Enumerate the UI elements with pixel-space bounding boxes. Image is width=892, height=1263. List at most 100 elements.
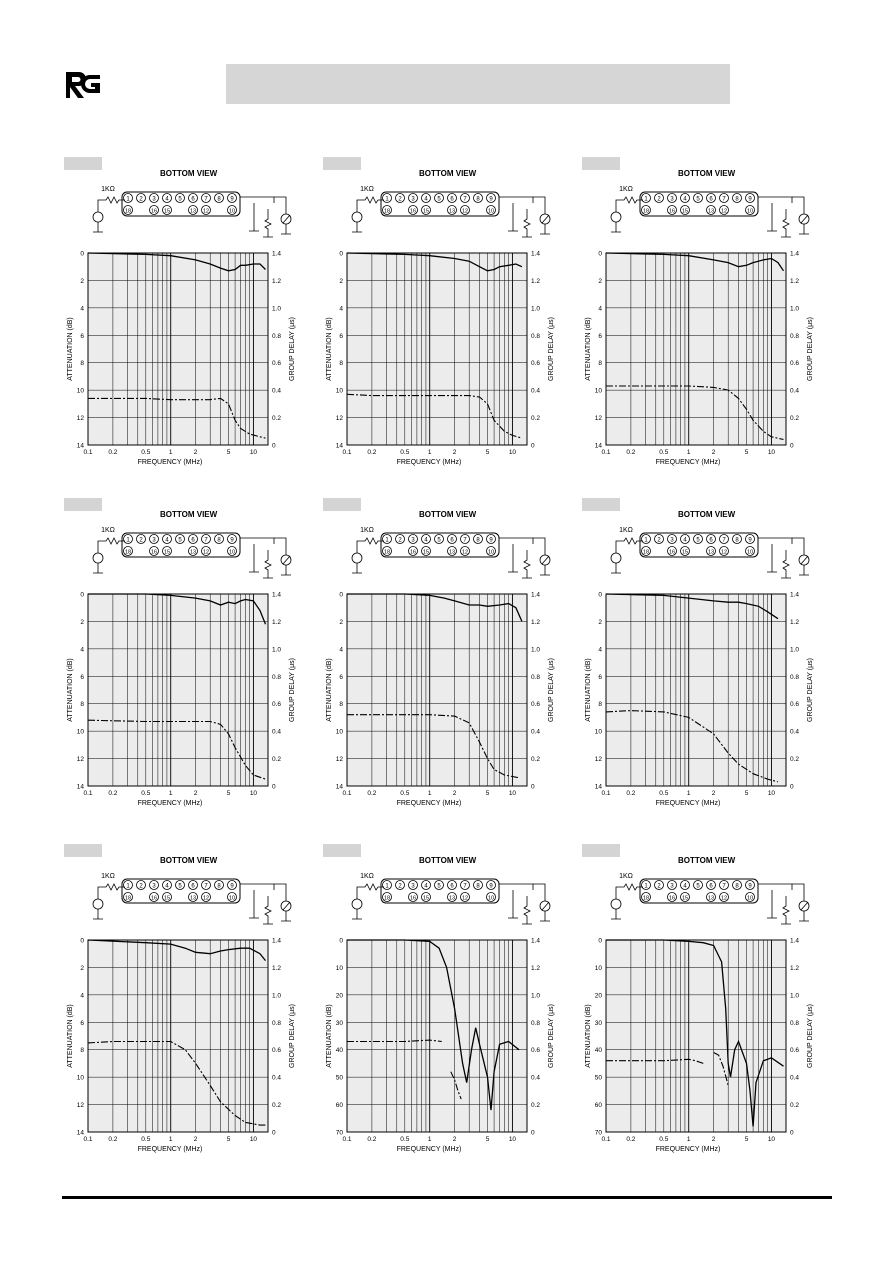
pin-number: 1 <box>385 197 389 203</box>
pin-circle <box>745 546 755 556</box>
pin-number: 16 <box>410 550 416 556</box>
x-axis-title: FREQUENCY (MHz) <box>138 459 203 466</box>
pin-number: 4 <box>424 197 428 203</box>
pin-number: 2 <box>657 884 661 890</box>
x-axis-title: FREQUENCY (MHz) <box>656 800 721 807</box>
pin-number: 13 <box>708 209 714 215</box>
pin-number: 16 <box>410 896 416 902</box>
panel-tag <box>582 844 620 857</box>
pin-circle <box>473 193 483 203</box>
x-tick-label: 0.5 <box>141 449 150 456</box>
pin-circle <box>486 880 496 890</box>
y-tick-label: 4 <box>598 305 602 312</box>
group-delay-curve <box>713 1052 729 1086</box>
gd-tick-label: 0 <box>531 443 535 450</box>
load-resistor-icon <box>263 550 273 579</box>
pin-circle <box>408 546 418 556</box>
pin-circle <box>460 880 470 890</box>
pin-circle <box>447 534 457 544</box>
attenuation-curve <box>87 252 266 272</box>
x-tick-label: 0.2 <box>626 449 635 456</box>
pin-number: 13 <box>708 896 714 902</box>
resistor-label: 1KΩ <box>101 527 115 534</box>
pin-circle <box>162 205 172 215</box>
y-tick-label: 6 <box>339 333 343 340</box>
pin-number: 13 <box>708 550 714 556</box>
y-tick-label: 4 <box>339 305 343 312</box>
pin-circle <box>201 546 211 556</box>
y-tick-label: 0 <box>598 251 602 258</box>
pin-circle <box>136 880 146 890</box>
plot-area <box>346 939 528 1133</box>
pin-number: 7 <box>463 884 467 890</box>
meter-wiring <box>792 196 809 235</box>
y-tick-label: 8 <box>80 360 84 367</box>
pin-number: 10 <box>488 550 494 556</box>
y-tick-label: 2 <box>80 965 84 972</box>
pin-circle <box>667 892 677 902</box>
y-tick-label: 10 <box>595 965 603 972</box>
y-tick-label: 2 <box>598 278 602 285</box>
x-tick-label: 5 <box>486 449 490 456</box>
x-tick-label: 1 <box>687 1136 691 1143</box>
x-tick-label: 0.5 <box>659 790 668 797</box>
pin-circle <box>706 880 716 890</box>
pin-circle <box>408 534 418 544</box>
y-tick-label: 6 <box>80 674 84 681</box>
gd-tick-label: 1.4 <box>272 251 281 258</box>
x-tick-label: 1 <box>687 790 691 797</box>
pin-number: 3 <box>670 197 674 203</box>
schematic-wiring <box>93 537 275 574</box>
pin-number: 6 <box>709 197 713 203</box>
x-axis-title: FREQUENCY (MHz) <box>138 800 203 807</box>
pin-circle <box>395 534 405 544</box>
y-tick-label: 14 <box>595 784 603 791</box>
gd-tick-label: 0.8 <box>272 333 281 340</box>
pin-number: 13 <box>190 896 196 902</box>
pin-circle <box>227 880 237 890</box>
gridlines <box>606 594 786 786</box>
pin-number: 2 <box>657 197 661 203</box>
attenuation-group-delay-chart: 1 2 3 4 5 6 7 8 918 16 15 13 12 101KΩ024681012141.41.… <box>585 527 814 807</box>
x-tick-label: 0.5 <box>659 1136 668 1143</box>
pin-number: 12 <box>203 550 209 556</box>
pin-number: 7 <box>722 884 726 890</box>
pin-circle <box>693 193 703 203</box>
x-axis-title: FREQUENCY (MHz) <box>397 459 462 466</box>
x-tick-label: 5 <box>227 790 231 797</box>
pin-circle <box>732 534 742 544</box>
signal-source-icon <box>610 211 622 223</box>
attenuation-curve <box>87 939 267 962</box>
pin-circle <box>719 880 729 890</box>
pin-number: 8 <box>476 538 480 544</box>
bottom-view-label: BOTTOM VIEW <box>160 169 218 178</box>
pin-circle <box>201 205 211 215</box>
x-tick-label: 0.5 <box>141 1136 150 1143</box>
gridlines <box>88 253 268 445</box>
pin-circle <box>486 193 496 203</box>
pin-circle <box>421 546 431 556</box>
pin-number: 5 <box>178 884 182 890</box>
load-resistor-icon <box>522 896 532 925</box>
left-axis-title: ATTENUATION (dB) <box>326 658 333 722</box>
pin-number: 6 <box>450 538 454 544</box>
x-tick-label: 2 <box>712 449 716 456</box>
bottom-view-label: BOTTOM VIEW <box>160 856 218 865</box>
pin-number: 15 <box>423 896 429 902</box>
gd-tick-label: 1.2 <box>531 278 540 285</box>
x-tick-label: 0.1 <box>342 790 351 797</box>
pin-number: 1 <box>126 884 130 890</box>
y-tick-label: 8 <box>598 701 602 708</box>
pin-number: 2 <box>139 884 143 890</box>
pin-circle <box>201 193 211 203</box>
pin-number: 1 <box>385 884 389 890</box>
resistor-label: 1KΩ <box>360 527 374 534</box>
pin-circle <box>706 546 716 556</box>
y-tick-label: 40 <box>595 1047 603 1054</box>
signal-source-icon <box>92 211 104 223</box>
pin-circle <box>745 534 755 544</box>
